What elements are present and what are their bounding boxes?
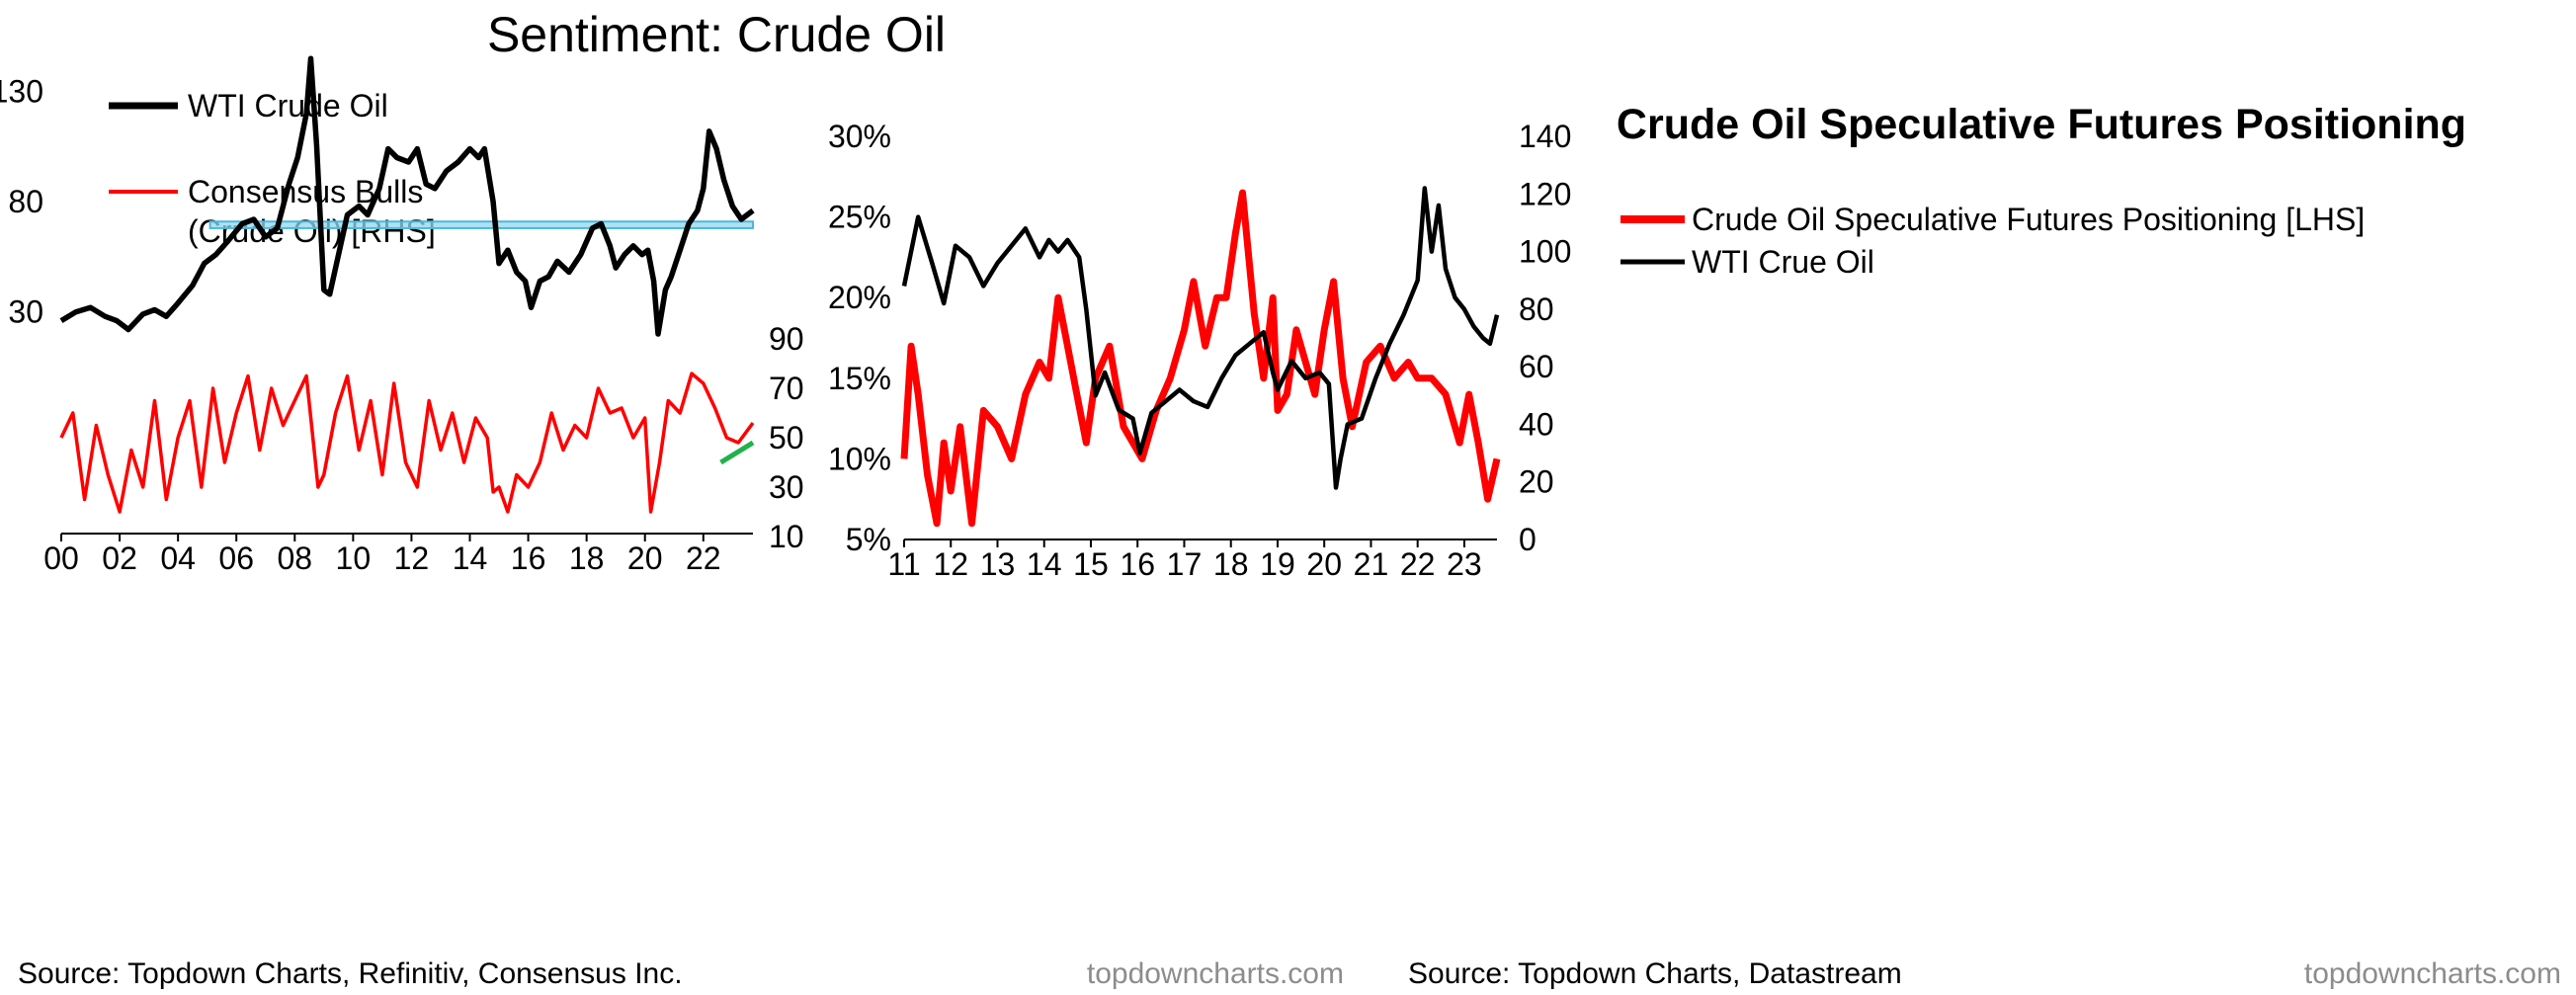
left-x-tick-label: 14: [453, 540, 488, 576]
support-band: [208, 220, 754, 229]
left-x-tick-label: 12: [394, 540, 430, 576]
right-x-tick-label: 19: [1260, 546, 1295, 582]
left-lower-tick-label: 30: [769, 469, 804, 505]
left-lower-tick-label: 70: [769, 371, 804, 406]
right-x-tick-label: 13: [980, 546, 1016, 582]
trendline-green: [719, 440, 755, 465]
right-x-axis-ticks: 11 13 15 17 19 21 23 12 14 16 18 20 22: [887, 539, 1482, 582]
right-chart-title: Crude Oil Speculative Futures Positionin…: [1617, 101, 2466, 148]
left-lower-axis-ticks: 10 30 50 70 90: [769, 321, 804, 554]
left-x-tick-label: 06: [218, 540, 254, 576]
right-right-tick-label: 100: [1519, 234, 1571, 270]
right-left-tick-label: 25%: [828, 200, 891, 235]
right-left-tick-label: 10%: [828, 441, 891, 476]
right-x-tick-label: 20: [1306, 546, 1342, 582]
right-right-tick-label: 60: [1519, 349, 1554, 384]
right-x-tick-label: 12: [933, 546, 968, 582]
right-x-tick-label: 16: [1120, 546, 1155, 582]
right-x-tick-label: 21: [1354, 546, 1389, 582]
right-left-tick-label: 30%: [828, 119, 891, 154]
right-left-tick-label: 5%: [846, 522, 891, 557]
left-upper-axis-ticks: 30 80 130: [0, 74, 43, 330]
right-right-tick-label: 0: [1519, 522, 1537, 557]
legend-label-wti: WTI Crude Oil: [188, 88, 388, 124]
left-upper-tick-label: 80: [8, 184, 43, 219]
left-lower-tick-label: 10: [769, 519, 804, 554]
left-chart: Sentiment: Crude Oil WTI Crude Oil Conse…: [0, 7, 1344, 990]
right-left-axis-ticks: 5% 10% 15% 20% 25% 30%: [828, 119, 891, 557]
left-x-tick-label: 20: [627, 540, 663, 576]
legend-label-consensus-line1: Consensus Bulls: [188, 174, 423, 209]
left-upper-tick-label: 30: [8, 294, 43, 330]
legend-label-wti-crue: WTI Crue Oil: [1692, 244, 1874, 280]
left-x-tick-label: 22: [686, 540, 721, 576]
left-lower-tick-label: 90: [769, 321, 804, 357]
right-x-tick-label: 22: [1400, 546, 1436, 582]
left-brand: topdowncharts.com: [1087, 957, 1344, 990]
right-brand: topdowncharts.com: [2304, 957, 2561, 990]
right-right-tick-label: 80: [1519, 291, 1554, 327]
right-x-tick-label: 14: [1027, 546, 1062, 582]
right-x-tick-label: 11: [887, 546, 920, 582]
right-right-tick-label: 140: [1519, 119, 1571, 154]
series-line-consensus-bulls: [59, 372, 755, 514]
right-left-tick-label: 15%: [828, 361, 891, 396]
right-left-tick-label: 20%: [828, 280, 891, 315]
right-x-tick-label: 18: [1213, 546, 1249, 582]
left-upper-tick-label: 130: [0, 74, 43, 110]
right-source-note: Source: Topdown Charts, Datastream: [1408, 957, 1902, 990]
left-x-tick-label: 08: [277, 540, 312, 576]
right-right-axis-ticks: 0 20 40 60 80 100 120 140: [1519, 119, 1571, 557]
left-lower-tick-label: 50: [769, 420, 804, 456]
series-line-wti-crue: [901, 186, 1500, 490]
right-x-tick-label: 23: [1447, 546, 1482, 582]
left-chart-title: Sentiment: Crude Oil: [487, 7, 946, 62]
left-x-axis-ticks: 00 02 04 06 08 10 12 14 16 18 20 22: [43, 534, 721, 576]
left-x-tick-label: 16: [511, 540, 546, 576]
right-right-tick-label: 40: [1519, 406, 1554, 442]
series-line-positioning: [900, 189, 1501, 528]
right-chart: Crude Oil Speculative Futures Positionin…: [828, 101, 2561, 990]
left-x-tick-label: 00: [43, 540, 79, 576]
left-source-note: Source: Topdown Charts, Refinitiv, Conse…: [18, 957, 683, 990]
right-x-tick-label: 17: [1167, 546, 1203, 582]
left-x-tick-label: 02: [102, 540, 137, 576]
legend-label-positioning: Crude Oil Speculative Futures Positionin…: [1692, 202, 2365, 237]
right-right-tick-label: 120: [1519, 176, 1571, 211]
right-right-tick-label: 20: [1519, 464, 1554, 500]
left-x-tick-label: 10: [336, 540, 372, 576]
left-x-tick-label: 04: [160, 540, 196, 576]
left-x-tick-label: 18: [569, 540, 605, 576]
series-line-wti-crude: [59, 55, 755, 337]
right-x-tick-label: 15: [1073, 546, 1109, 582]
